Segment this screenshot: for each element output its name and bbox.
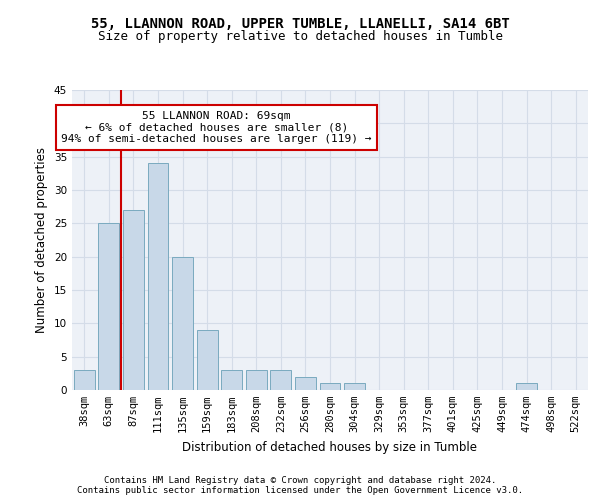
Bar bbox=[516, 384, 537, 390]
Text: 55 LLANNON ROAD: 69sqm
← 6% of detached houses are smaller (8)
94% of semi-detac: 55 LLANNON ROAD: 69sqm ← 6% of detached … bbox=[61, 111, 372, 144]
Bar bbox=[344, 384, 365, 390]
Bar bbox=[295, 376, 316, 390]
Text: Contains HM Land Registry data © Crown copyright and database right 2024.: Contains HM Land Registry data © Crown c… bbox=[104, 476, 496, 485]
Bar bbox=[246, 370, 267, 390]
Text: Size of property relative to detached houses in Tumble: Size of property relative to detached ho… bbox=[97, 30, 503, 43]
Bar bbox=[148, 164, 169, 390]
Bar bbox=[320, 384, 340, 390]
Bar bbox=[123, 210, 144, 390]
Bar bbox=[221, 370, 242, 390]
Bar bbox=[74, 370, 95, 390]
Bar bbox=[98, 224, 119, 390]
Bar bbox=[197, 330, 218, 390]
Text: 55, LLANNON ROAD, UPPER TUMBLE, LLANELLI, SA14 6BT: 55, LLANNON ROAD, UPPER TUMBLE, LLANELLI… bbox=[91, 18, 509, 32]
Text: Contains public sector information licensed under the Open Government Licence v3: Contains public sector information licen… bbox=[77, 486, 523, 495]
Bar bbox=[271, 370, 292, 390]
Y-axis label: Number of detached properties: Number of detached properties bbox=[35, 147, 49, 333]
X-axis label: Distribution of detached houses by size in Tumble: Distribution of detached houses by size … bbox=[182, 440, 478, 454]
Bar bbox=[172, 256, 193, 390]
